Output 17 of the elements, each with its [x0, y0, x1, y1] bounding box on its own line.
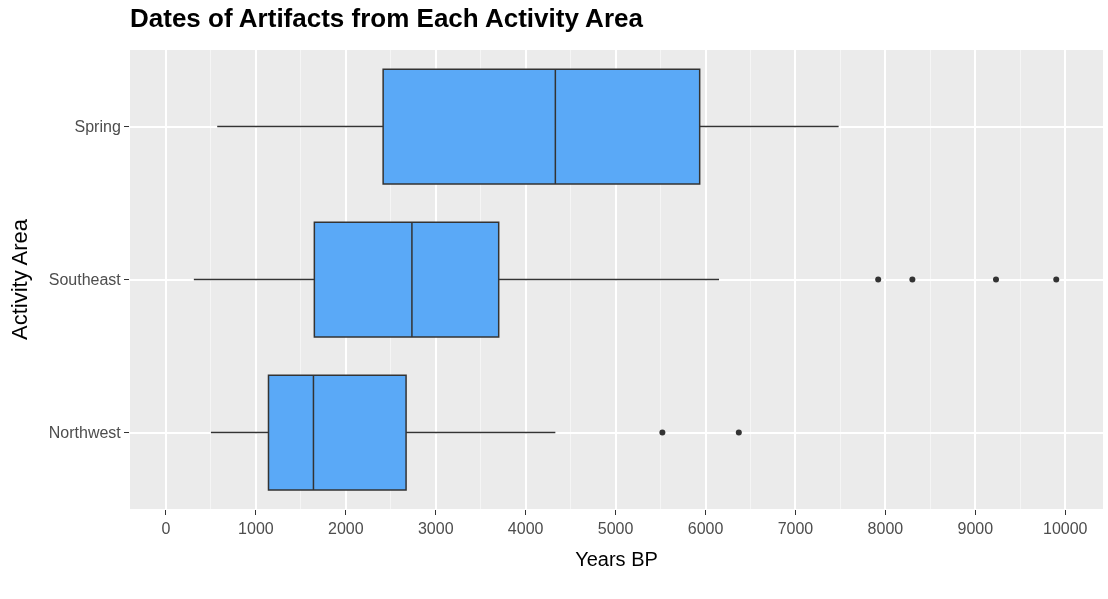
y-tick-label: Spring: [74, 118, 121, 136]
x-tick-label: 3000: [417, 520, 454, 538]
y-axis-title: Activity Area: [6, 218, 32, 341]
y-tick-label: Northwest: [48, 424, 122, 442]
x-tick-label: 2000: [328, 520, 364, 538]
x-tick-label: 8000: [867, 520, 904, 538]
x-tick-label: 0: [161, 520, 171, 538]
x-tick-label: 1000: [238, 520, 274, 538]
x-tick-label: 7000: [777, 520, 814, 538]
x-tick-label: 5000: [597, 520, 634, 538]
y-tick-label: Southeast: [48, 271, 122, 289]
x-tick-label: 6000: [687, 520, 724, 538]
x-axis-title: Years BP: [575, 547, 658, 570]
chart-title: Dates of Artifacts from Each Activity Area: [130, 3, 644, 34]
x-tick-label: 9000: [957, 520, 994, 538]
x-tick-label: 4000: [507, 520, 544, 538]
x-tick-label: 10000: [1042, 520, 1088, 538]
